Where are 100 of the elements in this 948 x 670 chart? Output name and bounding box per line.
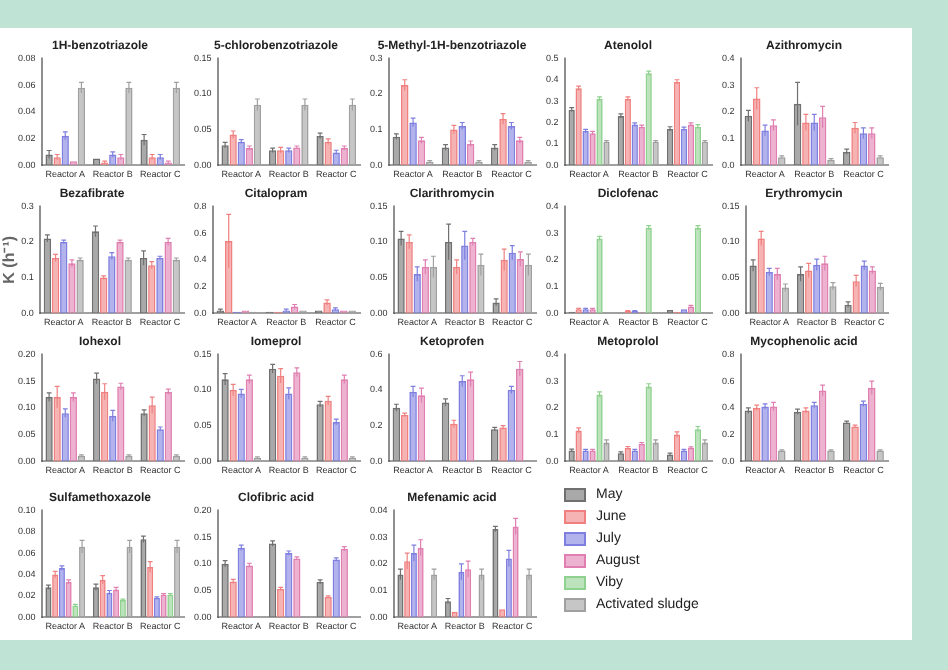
bar (139, 258, 148, 314)
bar (441, 402, 450, 462)
bar (164, 242, 172, 314)
bar (453, 266, 461, 314)
bar (245, 148, 253, 166)
bar (61, 135, 69, 166)
bar (124, 259, 132, 314)
bar (757, 238, 765, 314)
bar (796, 274, 805, 314)
bar (245, 379, 253, 462)
bar (749, 265, 757, 314)
bar (77, 87, 86, 166)
bar (466, 143, 475, 166)
bar (409, 391, 417, 462)
bar (91, 231, 100, 314)
bar (876, 286, 885, 314)
bar (413, 274, 421, 314)
bar (156, 258, 164, 314)
bar (108, 256, 116, 314)
bar (469, 242, 477, 314)
bar (842, 422, 851, 462)
bar (237, 393, 245, 462)
bar (458, 126, 467, 166)
bar (229, 581, 237, 618)
bar (172, 259, 180, 314)
bar (769, 125, 778, 166)
bar (324, 141, 332, 166)
bar (852, 281, 860, 314)
bar (508, 252, 516, 314)
bar (490, 147, 499, 166)
bar (51, 258, 60, 314)
bar (769, 406, 778, 462)
bar (781, 287, 790, 314)
bar (765, 271, 773, 314)
bar (253, 104, 262, 166)
bar (773, 274, 781, 314)
bar (340, 148, 348, 166)
bar (851, 426, 859, 462)
bar (148, 265, 156, 314)
bar (868, 270, 876, 314)
bar (860, 265, 868, 314)
bar (516, 140, 524, 166)
bar (301, 104, 309, 166)
bar (316, 404, 324, 462)
bar (417, 140, 426, 166)
y-axis-title: K (h⁻¹) (0, 235, 19, 284)
bar (752, 407, 761, 462)
bar (507, 126, 516, 166)
bar (61, 413, 69, 462)
bar (466, 379, 475, 462)
bar (268, 368, 277, 462)
bar (818, 390, 827, 462)
bar (316, 136, 324, 166)
bar (229, 134, 237, 166)
bar (92, 378, 101, 462)
bar (268, 150, 277, 166)
bar (400, 414, 409, 462)
bar (245, 565, 253, 618)
bar (868, 387, 876, 462)
bar (441, 147, 450, 166)
bar (268, 543, 277, 618)
bar (805, 270, 813, 314)
bar (100, 277, 108, 314)
bar (221, 379, 229, 462)
bar (821, 263, 829, 314)
bar (397, 238, 405, 314)
bar (277, 150, 285, 166)
bar (829, 286, 837, 314)
bar (229, 390, 237, 462)
bar (332, 422, 340, 462)
bar (859, 133, 868, 166)
bar (237, 141, 245, 166)
bar (221, 145, 229, 166)
bar (417, 395, 426, 462)
bar (69, 397, 77, 462)
bar (285, 150, 293, 166)
bar (324, 596, 332, 618)
bar (744, 410, 753, 462)
bar (392, 136, 401, 166)
bar (400, 85, 409, 166)
bar (761, 406, 769, 462)
bar (172, 87, 181, 166)
bar (392, 407, 401, 462)
bar (810, 405, 819, 462)
bar (842, 151, 851, 166)
bar (450, 423, 458, 462)
bar (116, 242, 124, 314)
bar (348, 104, 357, 166)
bar (332, 152, 340, 166)
bar (45, 397, 53, 462)
bar (43, 238, 52, 314)
bar (744, 115, 753, 166)
bar (490, 429, 499, 462)
bar (332, 559, 340, 618)
bar (324, 400, 332, 462)
bar (277, 588, 285, 618)
bar (793, 411, 802, 462)
bar (458, 381, 467, 462)
bar (285, 553, 293, 618)
bar (101, 391, 109, 462)
